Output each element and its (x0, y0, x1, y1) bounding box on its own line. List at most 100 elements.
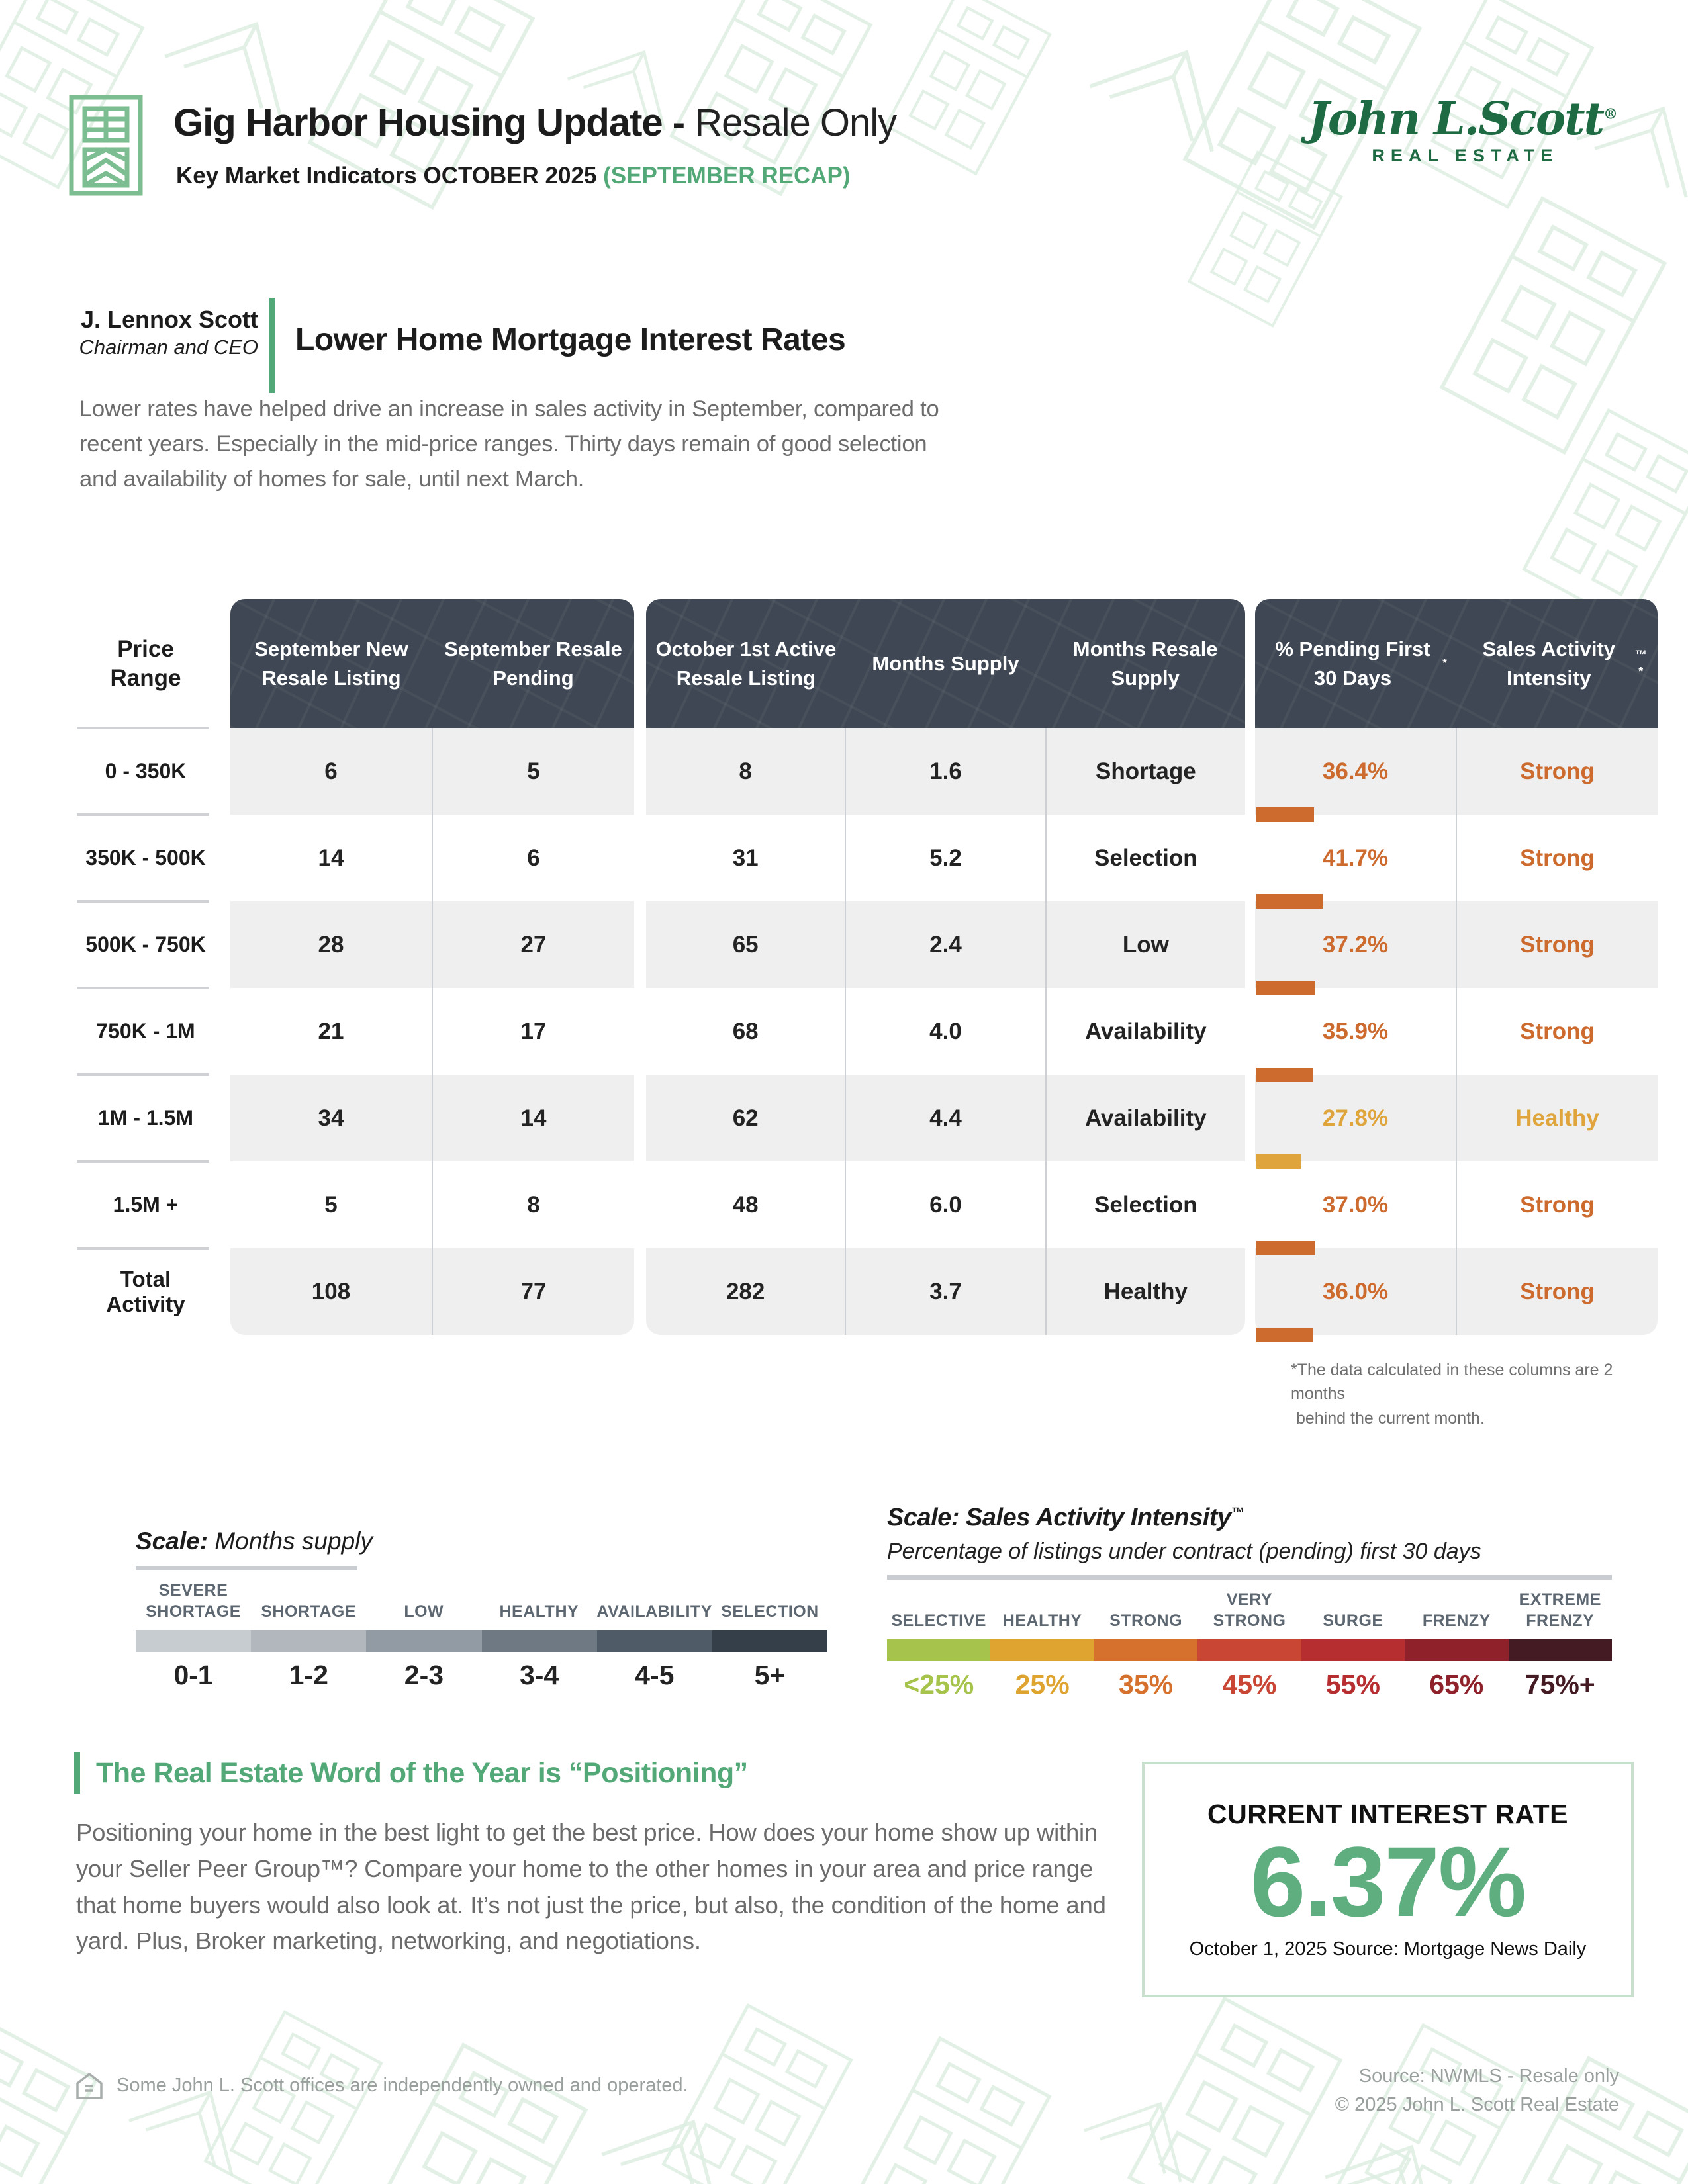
card-header: October 1st Active Resale Listing Months … (646, 599, 1245, 728)
scale-segment-label: VERY STRONG (1213, 1590, 1286, 1630)
price-range-text: 350K - 500K (85, 846, 206, 870)
scale-segment (481, 1630, 597, 1652)
table-cell: Healthy (1045, 1248, 1245, 1335)
table-row: 31 5.2 Selection (646, 815, 1245, 901)
table-row: 27.8% Healthy (1255, 1075, 1658, 1169)
card-header: September New Resale Listing September Re… (230, 599, 634, 728)
table-row: 37.0% Strong (1255, 1161, 1658, 1255)
table-cell: Availability (1045, 1075, 1245, 1161)
scale-gradient-bar (887, 1639, 1612, 1661)
scale-segment-label: FRENZY (1422, 1612, 1491, 1630)
scale-segment-label: EXTREME FRENZY (1519, 1590, 1601, 1630)
accent-bar (74, 1752, 80, 1794)
equal-housing-icon (76, 2072, 103, 2099)
pct-pending-cell: 36.4% (1255, 728, 1456, 822)
price-range-label: 500K - 750K (73, 900, 218, 988)
table-row: 41.7% Strong (1255, 815, 1658, 909)
scale-segment-value: 35% (1119, 1669, 1174, 1700)
pct-pending-value: 27.8% (1322, 1105, 1389, 1131)
table-cell: 6.0 (845, 1161, 1045, 1248)
price-range-rows: 0 - 350K 350K - 500K 500K - 750K 750K - 1M 1… (73, 727, 218, 1335)
table-cell: 28 (318, 931, 344, 958)
intensity-value: Strong (1456, 728, 1658, 815)
table-row: 65 2.4 Low (646, 901, 1245, 988)
scale-segment (887, 1639, 991, 1661)
page-title-light: Resale Only (694, 101, 897, 144)
scale-segment-value: 4-5 (635, 1660, 675, 1690)
card-body: 8 1.6 Shortage 31 5.2 Selection 65 2.4 Low 68 4.0 A… (646, 728, 1245, 1335)
table-cell: 34 (318, 1105, 344, 1131)
table-header-cell: September Resale Pending (444, 637, 622, 690)
interest-rate-value: 6.37% (1250, 1826, 1526, 1938)
scale-segment-label: SELECTIVE (891, 1612, 986, 1630)
word-of-year-heading: The Real Estate Word of the Year is “Pos… (96, 1756, 748, 1789)
scale-segment-value: 1-2 (289, 1660, 328, 1690)
table-header-cell: October 1st Active Resale Listing (655, 637, 837, 690)
scale-segment-value: <25% (904, 1669, 974, 1700)
trademark-mark: ™ (1231, 1505, 1244, 1520)
price-range-label: 1.5M + (73, 1160, 218, 1248)
logo-subtext: REAL ESTATE (1372, 146, 1559, 165)
table-cell: 8 (739, 758, 752, 784)
scale-gradient-bar (136, 1630, 828, 1652)
table-cell: 31 (732, 844, 759, 871)
table-cell: 4.0 (845, 988, 1045, 1075)
table-cell: 5 (432, 728, 634, 815)
table-cell: 27 (432, 901, 634, 988)
green-divider-bar (269, 298, 275, 393)
scale-segment-label: HEALTHY (499, 1602, 579, 1621)
header-superscript: ™ * (1634, 648, 1647, 678)
table-header-cell: % Pending First 30 Days * (1275, 637, 1447, 690)
table-header-cell: September New Resale Listing (254, 637, 408, 690)
pct-pending-cell: 41.7% (1255, 815, 1456, 909)
door-window-icon (69, 95, 143, 196)
scale-segment (1094, 1639, 1198, 1661)
scale-segment-value: 2-3 (404, 1660, 444, 1690)
table-cell: 68 (732, 1018, 759, 1044)
scale-segment-values: <25% 25% 35% 45% 55% 65% 75%+ (887, 1669, 1612, 1700)
table-card-supply: October 1st Active Resale Listing Months … (646, 599, 1245, 1335)
table-cell: 5 (324, 1191, 338, 1218)
author-block: J. Lennox Scott Chairman and CEO (78, 306, 258, 359)
pct-pending-bar (1256, 1068, 1313, 1082)
price-range-text: 1.5M + (113, 1193, 179, 1216)
intensity-value: Strong (1456, 1161, 1658, 1248)
table-cell: 6 (432, 815, 634, 901)
card-body: 36.4% Strong 41.7% Strong 37.2% Strong 35.9% St… (1255, 728, 1658, 1342)
pct-pending-value: 35.9% (1322, 1018, 1389, 1044)
table-row: 36.4% Strong (1255, 728, 1658, 822)
column-gap (218, 599, 230, 1335)
scale-rule (136, 1566, 357, 1570)
column-gap (1245, 599, 1255, 1335)
table-row: 8 1.6 Shortage (646, 728, 1245, 815)
scale-segment-value: 25% (1015, 1669, 1070, 1700)
interest-rate-source: October 1, 2025 Source: Mortgage News Da… (1189, 1938, 1587, 1960)
price-range-text: 1M - 1.5M (97, 1106, 194, 1130)
scale-segment-labels: SEVERE SHORTAGE SHORTAGE LOW HEALTHY AVAILAB… (136, 1580, 827, 1622)
table-row: 14 6 (230, 815, 634, 901)
price-range-label: 350K - 500K (73, 813, 218, 901)
scale-segment (990, 1639, 1094, 1661)
table-cell: Low (1045, 901, 1245, 988)
price-range-text: 750K - 1M (96, 1019, 195, 1043)
scale-segment-value: 0-1 (173, 1660, 213, 1690)
table-row: 34 14 (230, 1075, 634, 1161)
months-supply-scale: Scale: Months supply SEVERE SHORTAGE SHOR… (136, 1527, 828, 1691)
table-row: 62 4.4 Availability (646, 1075, 1245, 1161)
pct-pending-cell: 37.2% (1255, 901, 1456, 995)
scale-segment-value: 5+ (754, 1660, 786, 1690)
table-cell: Selection (1045, 1161, 1245, 1248)
pct-pending-bar (1256, 1154, 1301, 1169)
table-cell: 48 (732, 1191, 759, 1218)
scale-segment-labels: SELECTIVE HEALTHY STRONG VERY STRONG SURGE FR… (887, 1589, 1612, 1631)
scale-segment (1301, 1639, 1405, 1661)
table-row: 35.9% Strong (1255, 988, 1658, 1082)
table-header-cell: Sales Activity Intensity ™ * (1456, 599, 1658, 728)
interest-rate-card: CURRENT INTEREST RATE 6.37% October 1, 2… (1142, 1762, 1634, 1997)
table-cell: 5.2 (845, 815, 1045, 901)
pct-pending-value: 37.0% (1322, 1191, 1389, 1218)
table-cell: 6 (324, 758, 338, 784)
page-subtitle-black: Key Market Indicators OCTOBER 2025 (176, 163, 604, 189)
